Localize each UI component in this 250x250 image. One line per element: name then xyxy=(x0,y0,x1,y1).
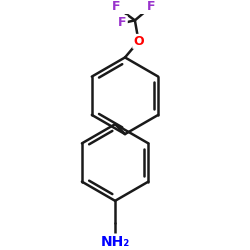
Text: O: O xyxy=(133,35,144,48)
Text: F: F xyxy=(147,0,155,13)
Text: NH₂: NH₂ xyxy=(100,234,130,248)
Text: F: F xyxy=(118,16,127,29)
Text: F: F xyxy=(112,0,120,13)
